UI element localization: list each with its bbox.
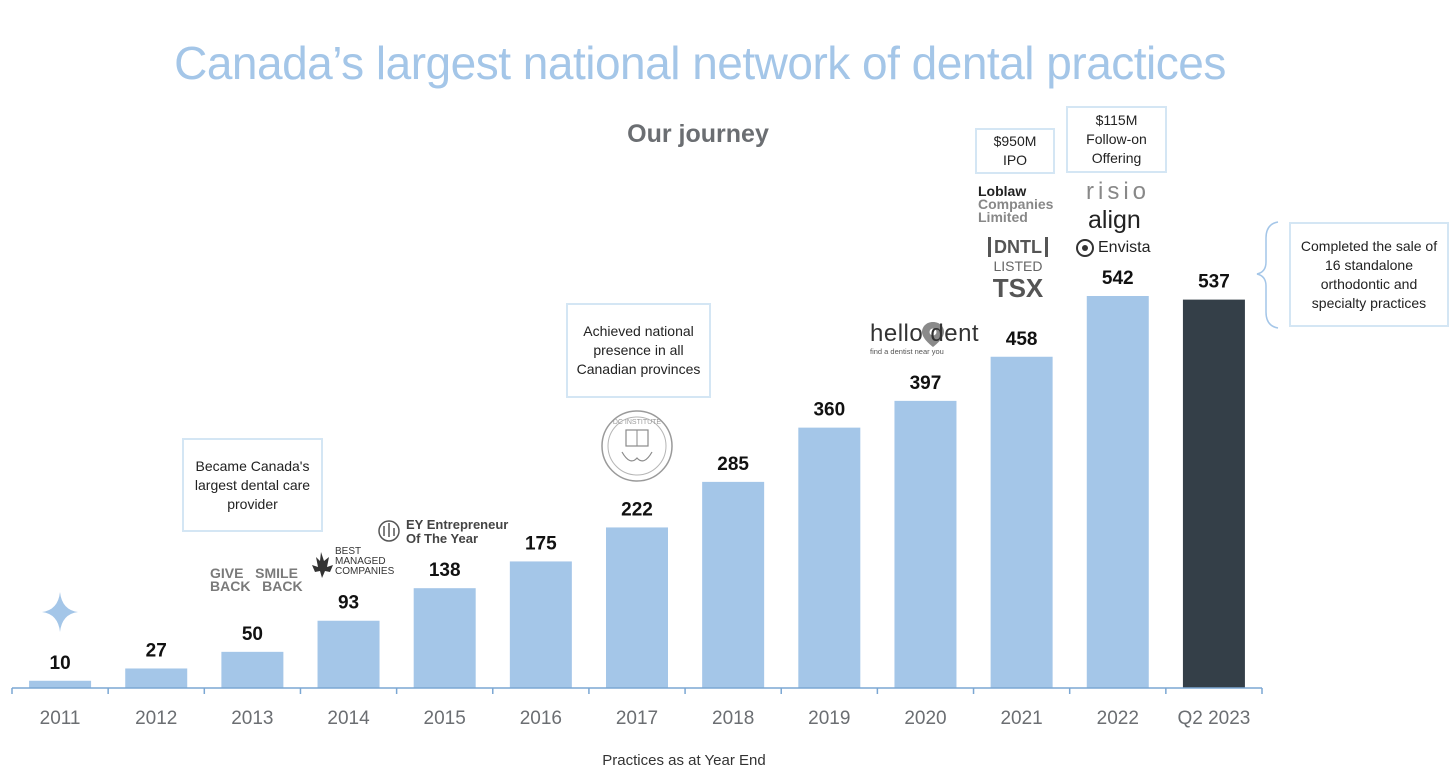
envista-logo-icon xyxy=(1076,239,1094,257)
logo-text: risio xyxy=(1086,178,1151,205)
align-logo: align xyxy=(1088,206,1141,235)
x-tick-label: 2011 xyxy=(40,708,81,729)
logo-tagline: find a dentist near you xyxy=(870,347,944,356)
logo-text: BACK xyxy=(262,578,303,594)
x-tick-label: 2015 xyxy=(424,708,466,729)
x-tick-label: 2016 xyxy=(520,708,562,729)
bar-2014 xyxy=(317,620,380,688)
data-label: 537 xyxy=(1198,272,1230,293)
data-label: 397 xyxy=(910,373,942,394)
dc-institute-text: DC INSTITUTE xyxy=(613,419,662,426)
bar-2022 xyxy=(1086,296,1149,688)
logo-text: COMPANIES xyxy=(335,566,395,577)
logo-text: EY Entrepreneur xyxy=(406,517,509,532)
logo-text: BEST xyxy=(335,546,362,557)
maple-leaf-icon xyxy=(312,552,333,578)
logo-text: align xyxy=(1088,206,1141,234)
data-label: 27 xyxy=(146,640,167,661)
x-tick-label: 2012 xyxy=(135,708,177,729)
bar-2012 xyxy=(125,668,188,688)
best-managed-companies-logo: BEST MANAGED COMPANIES xyxy=(335,547,394,577)
bar-2016 xyxy=(509,561,572,688)
bar-2015 xyxy=(413,588,476,688)
location-pin-icon xyxy=(922,322,944,347)
logo-text: hello dent xyxy=(870,320,980,347)
hellodent-logo: hello dent find a dentist near you xyxy=(870,320,979,356)
logo-text: DNTL xyxy=(988,237,1048,257)
dc-institute-logo: DC INSTITUTE xyxy=(601,410,673,482)
x-tick-label: 2017 xyxy=(616,708,658,729)
bar-2021 xyxy=(990,356,1053,688)
ey-entrepreneur-logo: EY Entrepreneur Of The Year xyxy=(406,518,508,546)
x-tick-label: Q2 2023 xyxy=(1177,708,1250,729)
brace-icon xyxy=(1256,221,1279,329)
chart-title: Canada’s largest national network of den… xyxy=(174,37,1226,89)
bar-2011 xyxy=(29,680,92,688)
logo-text: TSX xyxy=(992,273,1044,303)
logo-text: Envista xyxy=(1098,239,1151,256)
give-back-a-smile-logo: GIVE SMILE BACK BACK xyxy=(210,565,303,594)
data-label: 10 xyxy=(50,653,71,674)
logo-text: Companies xyxy=(978,196,1054,212)
logo-text: Limited xyxy=(978,209,1028,225)
ey-logo-icon xyxy=(378,520,400,542)
logo-text: GIVE xyxy=(210,565,244,581)
x-tick-label: 2021 xyxy=(1000,708,1042,729)
callout-q2-2023: Completed the sale of 16 standalone orth… xyxy=(1289,222,1449,327)
sparkle-icon xyxy=(42,592,78,632)
bar-2018 xyxy=(702,481,765,688)
loblaw-logo: Loblaw Companies Limited xyxy=(978,183,1054,225)
data-label: 222 xyxy=(621,499,653,520)
envista-logo: Envista xyxy=(1098,239,1150,257)
data-label: 50 xyxy=(242,624,263,645)
callout-2022: $115M Follow-on Offering xyxy=(1066,106,1167,173)
x-tick-label: 2020 xyxy=(904,708,946,729)
risio-logo: risio xyxy=(1086,178,1150,206)
x-tick-label: 2018 xyxy=(712,708,754,729)
bar-q2-2023 xyxy=(1182,299,1245,688)
logo-text: Loblaw xyxy=(978,183,1027,199)
logo-text: BACK xyxy=(210,578,251,594)
data-label: 93 xyxy=(338,593,359,614)
bar-2013 xyxy=(221,651,284,688)
logo-text: SMILE xyxy=(255,565,298,581)
callout-2017: Achieved national presence in all Canadi… xyxy=(566,303,711,398)
chart-subtitle: Our journey xyxy=(627,120,769,148)
logo-text: Of The Year xyxy=(406,531,479,546)
data-label: 175 xyxy=(525,533,557,554)
logo-text: LISTED xyxy=(993,258,1043,274)
bar-2019 xyxy=(798,427,861,688)
callout-2013: Became Canada's largest dental care prov… xyxy=(182,438,323,532)
data-label: 542 xyxy=(1102,268,1134,289)
x-tick-label: 2022 xyxy=(1097,708,1139,729)
tsx-listed-logo: DNTL LISTED TSX xyxy=(988,237,1048,301)
bar-2020 xyxy=(894,400,957,688)
bar-2017 xyxy=(606,527,668,688)
logo-text: MANAGED xyxy=(335,556,386,567)
x-axis-label: Practices as at Year End xyxy=(602,752,765,769)
data-label: 360 xyxy=(813,400,845,421)
data-label: 458 xyxy=(1006,329,1038,350)
data-label: 138 xyxy=(429,560,461,581)
x-tick-label: 2014 xyxy=(327,708,370,729)
x-tick-label: 2013 xyxy=(231,708,273,729)
data-label: 285 xyxy=(717,454,749,475)
callout-2021: $950M IPO xyxy=(975,128,1055,174)
x-tick-label: 2019 xyxy=(808,708,850,729)
